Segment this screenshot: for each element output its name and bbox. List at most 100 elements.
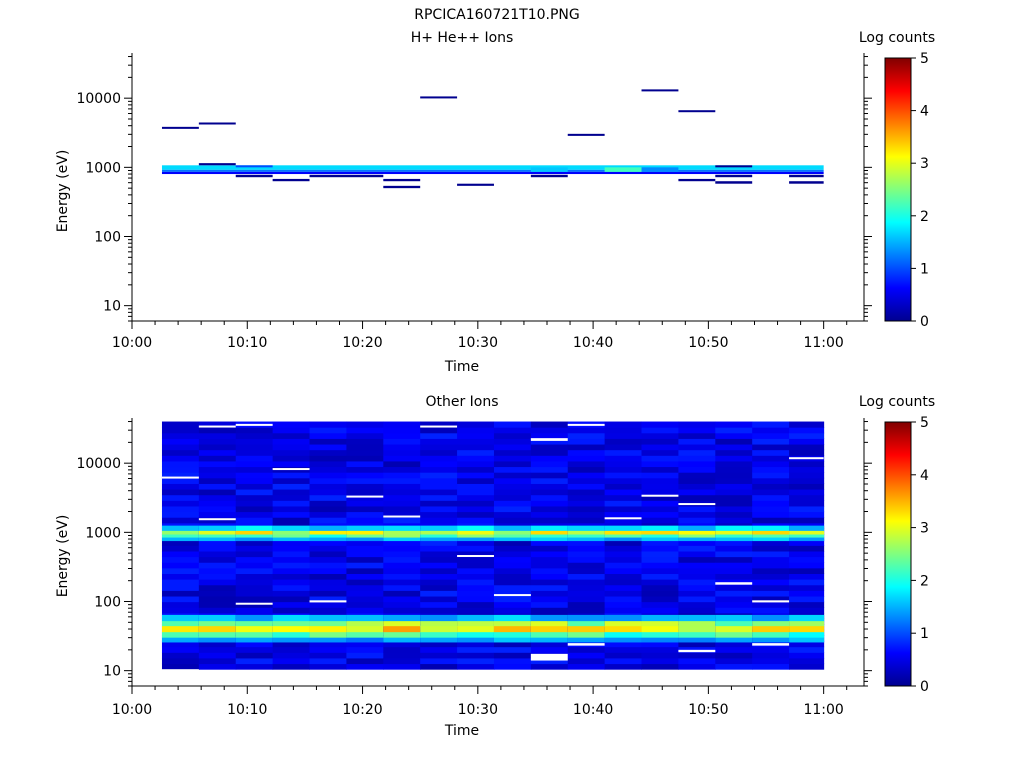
panel2-heatmap-cell bbox=[604, 579, 643, 586]
panel2-heatmap-cell bbox=[346, 646, 384, 653]
panel2-heatmap-cell bbox=[272, 539, 311, 546]
panel2-heatmap-cell bbox=[235, 550, 274, 558]
panel2-heatmap-cell bbox=[420, 444, 458, 451]
panel2-heatmap-cell bbox=[715, 601, 753, 608]
panel2-heatmap-cell bbox=[641, 652, 679, 659]
panel2-heatmap-cell bbox=[789, 511, 825, 518]
panel2-heatmap-cell bbox=[567, 505, 606, 513]
panel2-heatmap-cell bbox=[715, 539, 753, 546]
panel2-heatmap-band bbox=[641, 637, 679, 643]
panel2-heatmap-band bbox=[789, 525, 825, 532]
panel2-heatmap-cell bbox=[161, 500, 200, 507]
panel2-heatmap-cell bbox=[235, 517, 274, 524]
panel2-heatmap-cell bbox=[346, 421, 384, 428]
panel2-heatmap-cell bbox=[530, 511, 569, 518]
panel2-heatmap-cell bbox=[641, 567, 679, 575]
panel1-x-tick-label: 10:00 bbox=[112, 335, 152, 351]
panel2-heatmap-cell bbox=[493, 607, 532, 614]
panel2-heatmap-cell bbox=[530, 438, 569, 445]
panel2-heatmap-cell bbox=[678, 466, 716, 473]
panel2-heatmap-cell bbox=[752, 579, 790, 586]
panel2-heatmap-cell bbox=[789, 562, 825, 569]
panel2-heatmap-cell bbox=[678, 460, 716, 468]
panel2-heatmap-cell bbox=[235, 466, 274, 473]
panel2-heatmap-cell bbox=[309, 511, 347, 518]
panel2-heatmap-band bbox=[309, 534, 347, 539]
panel2-heatmap-cell bbox=[235, 539, 274, 546]
panel2-heatmap-cell bbox=[198, 489, 237, 496]
panel2-heatmap-cell bbox=[789, 663, 825, 670]
panel2-heatmap-cell bbox=[604, 500, 643, 507]
panel2-heatmap-cell bbox=[604, 472, 643, 479]
panel2-heatmap-band bbox=[604, 637, 643, 643]
panel1-heatmap-cell bbox=[715, 174, 753, 178]
panel2-heatmap-cell bbox=[161, 460, 200, 468]
panel2-heatmap-cell bbox=[198, 562, 237, 569]
panel2-heatmap-band bbox=[309, 626, 347, 633]
panel2-heatmap-band bbox=[604, 534, 643, 539]
panel2-heatmap-cell bbox=[420, 421, 458, 428]
panel2-heatmap-empty-cell bbox=[457, 555, 494, 558]
panel2-heatmap-cell bbox=[272, 550, 311, 558]
panel2-heatmap-cell bbox=[567, 517, 606, 524]
panel1-heatmap-cell bbox=[641, 89, 679, 92]
panel2-heatmap-cell bbox=[678, 562, 716, 569]
panel2-heatmap-cell bbox=[752, 652, 790, 659]
panel2-heatmap-cell bbox=[493, 466, 532, 473]
panel2-heatmap-cell bbox=[457, 607, 495, 614]
panel2-heatmap-band bbox=[641, 530, 679, 536]
panel2-heatmap-cell bbox=[272, 500, 311, 507]
panel2-heatmap-cell bbox=[309, 455, 347, 462]
panel2-heatmap-band bbox=[567, 637, 606, 643]
panel2-heatmap-empty-cell bbox=[752, 643, 790, 646]
panel2-heatmap-cell bbox=[715, 567, 753, 575]
panel2-heatmap-band bbox=[420, 632, 458, 639]
panel1-heatmap-cell bbox=[530, 174, 568, 178]
panel2-heatmap-band bbox=[752, 537, 790, 542]
panel2-heatmap-cell bbox=[272, 511, 311, 518]
panel2-heatmap-band bbox=[493, 632, 532, 639]
panel2-heatmap-band bbox=[272, 530, 311, 536]
panel2-heatmap-cell bbox=[567, 545, 606, 552]
panel2-heatmap-band bbox=[789, 626, 825, 633]
panel2-heatmap-cell bbox=[567, 550, 606, 558]
panel2-heatmap-band bbox=[678, 614, 716, 622]
panel2-heatmap-cell bbox=[641, 489, 679, 496]
panel2-heatmap-cell bbox=[420, 545, 458, 552]
panel2-heatmap-cell bbox=[309, 641, 347, 648]
panel2-heatmap-cell bbox=[678, 472, 716, 479]
panel2-heatmap-cell bbox=[493, 477, 532, 484]
panel2-heatmap-band bbox=[198, 637, 237, 643]
panel2-heatmap-cell bbox=[641, 657, 679, 665]
panel2-heatmap-band bbox=[752, 637, 790, 643]
panel2-heatmap-band bbox=[457, 632, 495, 639]
panel2-heatmap-cell bbox=[604, 455, 643, 462]
panel2-heatmap-cell bbox=[161, 657, 200, 665]
panel2-heatmap-cell bbox=[752, 421, 790, 428]
panel2-heatmap-cell bbox=[235, 663, 274, 670]
panel2-heatmap-cell bbox=[641, 596, 679, 603]
panel2-heatmap-cell bbox=[420, 584, 458, 591]
panel2-heatmap-cell bbox=[235, 432, 274, 439]
panel2-heatmap-cell bbox=[641, 483, 679, 490]
panel2-heatmap-cell bbox=[752, 494, 790, 501]
panel2-heatmap-cell bbox=[493, 517, 532, 524]
panel2-heatmap-cell bbox=[604, 505, 643, 513]
panel2-heatmap-cell bbox=[383, 663, 421, 670]
panel2-heatmap-cell bbox=[457, 472, 495, 479]
panel2-heatmap-cell bbox=[493, 584, 532, 591]
panel2-heatmap-cell bbox=[198, 500, 237, 507]
panel2-heatmap-cell bbox=[493, 460, 532, 468]
panel2-heatmap-cell bbox=[715, 427, 753, 434]
panel2-heatmap-band bbox=[383, 621, 421, 627]
panel2-heatmap-cell bbox=[161, 579, 200, 586]
panel2-heatmap-cell bbox=[678, 596, 716, 603]
panel2-heatmap-cell bbox=[567, 657, 606, 665]
panel2-heatmap-cell bbox=[309, 601, 347, 608]
panel2-heatmap-cell bbox=[309, 567, 347, 575]
panel2-heatmap-band bbox=[641, 525, 679, 532]
panel2-heatmap-band bbox=[346, 632, 384, 639]
panel2-heatmap-cell bbox=[420, 472, 458, 479]
panel2-heatmap-cell bbox=[346, 500, 384, 507]
panel2-heatmap-cell bbox=[346, 477, 384, 484]
